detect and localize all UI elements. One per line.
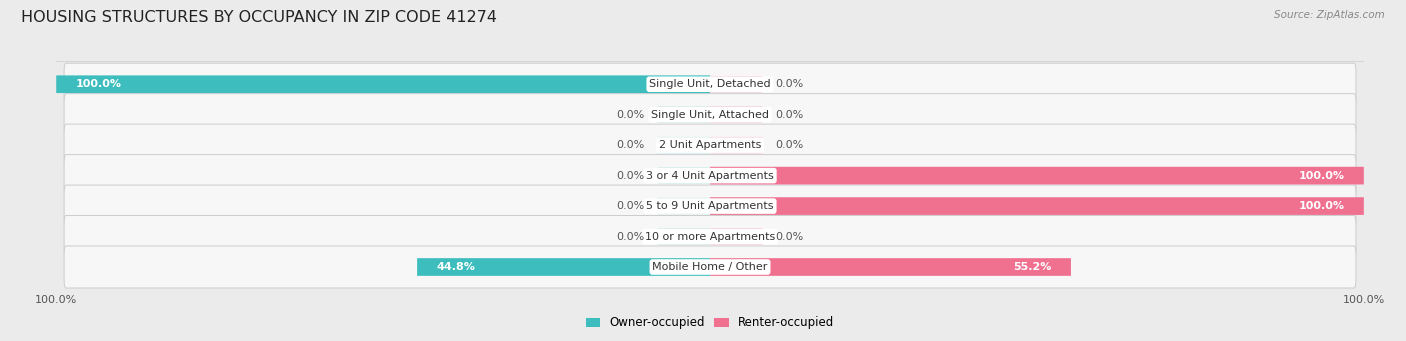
Text: 0.0%: 0.0% xyxy=(776,79,804,89)
FancyBboxPatch shape xyxy=(65,216,1355,257)
Text: 100.0%: 100.0% xyxy=(76,79,122,89)
Text: 2 Unit Apartments: 2 Unit Apartments xyxy=(659,140,761,150)
FancyBboxPatch shape xyxy=(658,137,710,153)
Text: 3 or 4 Unit Apartments: 3 or 4 Unit Apartments xyxy=(647,170,773,181)
Text: Mobile Home / Other: Mobile Home / Other xyxy=(652,262,768,272)
FancyBboxPatch shape xyxy=(658,198,710,214)
FancyBboxPatch shape xyxy=(710,167,1364,184)
FancyBboxPatch shape xyxy=(710,76,762,92)
Text: 44.8%: 44.8% xyxy=(437,262,475,272)
Text: 55.2%: 55.2% xyxy=(1012,262,1052,272)
Text: 0.0%: 0.0% xyxy=(616,170,644,181)
Text: 10 or more Apartments: 10 or more Apartments xyxy=(645,232,775,241)
Text: 0.0%: 0.0% xyxy=(616,232,644,241)
FancyBboxPatch shape xyxy=(65,246,1355,288)
FancyBboxPatch shape xyxy=(65,185,1355,227)
FancyBboxPatch shape xyxy=(710,197,1364,215)
FancyBboxPatch shape xyxy=(65,63,1355,105)
Text: 0.0%: 0.0% xyxy=(776,110,804,120)
FancyBboxPatch shape xyxy=(658,167,710,184)
FancyBboxPatch shape xyxy=(65,124,1355,166)
FancyBboxPatch shape xyxy=(418,258,710,276)
Text: HOUSING STRUCTURES BY OCCUPANCY IN ZIP CODE 41274: HOUSING STRUCTURES BY OCCUPANCY IN ZIP C… xyxy=(21,10,498,25)
FancyBboxPatch shape xyxy=(710,106,762,123)
Legend: Owner-occupied, Renter-occupied: Owner-occupied, Renter-occupied xyxy=(581,312,839,334)
FancyBboxPatch shape xyxy=(710,137,762,153)
Text: 0.0%: 0.0% xyxy=(616,140,644,150)
FancyBboxPatch shape xyxy=(658,228,710,245)
FancyBboxPatch shape xyxy=(710,258,1071,276)
Text: 5 to 9 Unit Apartments: 5 to 9 Unit Apartments xyxy=(647,201,773,211)
FancyBboxPatch shape xyxy=(65,154,1355,197)
Text: 0.0%: 0.0% xyxy=(776,140,804,150)
FancyBboxPatch shape xyxy=(56,75,710,93)
FancyBboxPatch shape xyxy=(658,106,710,123)
Text: 0.0%: 0.0% xyxy=(776,232,804,241)
Text: 100.0%: 100.0% xyxy=(1298,170,1344,181)
Text: Single Unit, Detached: Single Unit, Detached xyxy=(650,79,770,89)
Text: 100.0%: 100.0% xyxy=(1298,201,1344,211)
Text: Single Unit, Attached: Single Unit, Attached xyxy=(651,110,769,120)
FancyBboxPatch shape xyxy=(710,228,762,245)
Text: Source: ZipAtlas.com: Source: ZipAtlas.com xyxy=(1274,10,1385,20)
FancyBboxPatch shape xyxy=(65,94,1355,136)
Text: 0.0%: 0.0% xyxy=(616,201,644,211)
Text: 0.0%: 0.0% xyxy=(616,110,644,120)
